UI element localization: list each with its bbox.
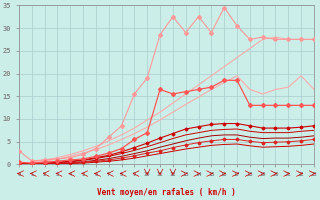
X-axis label: Vent moyen/en rafales ( km/h ): Vent moyen/en rafales ( km/h ) [97,188,236,197]
